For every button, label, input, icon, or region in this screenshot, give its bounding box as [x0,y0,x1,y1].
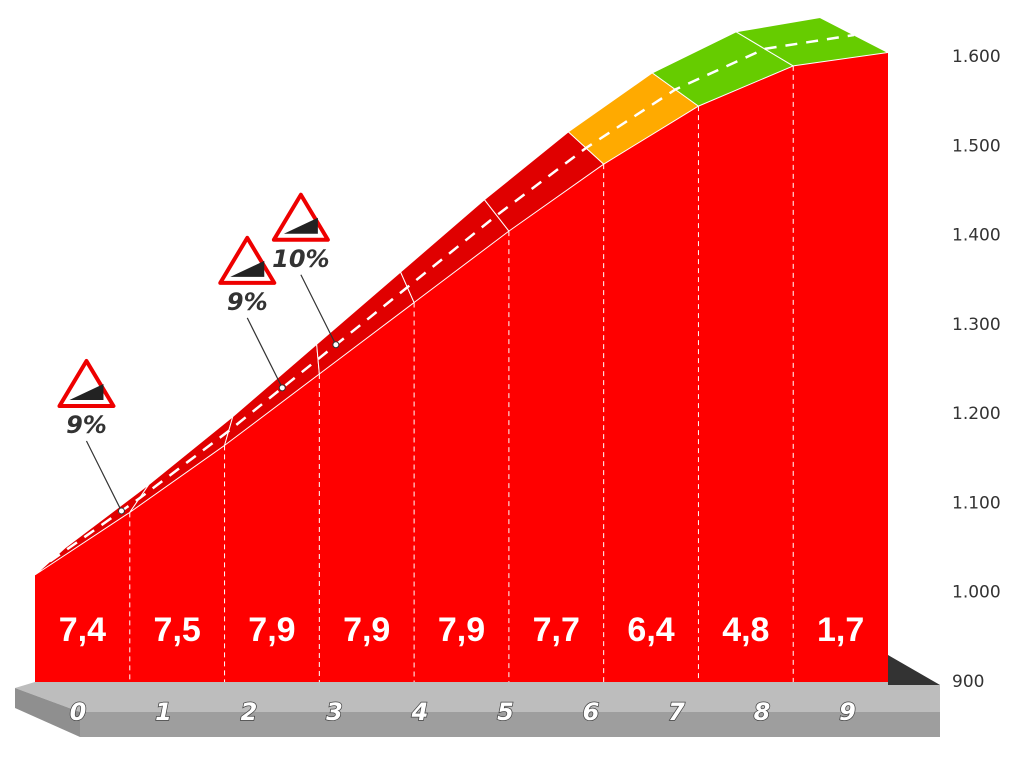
leader-dot [332,341,340,349]
y-tick-label: 1.000 [952,583,1001,603]
profile-face [35,52,888,683]
base-front [80,712,940,737]
plot: 900 1.000 1.100 1.200 1.300 1.400 1.500 1.600 0 1… [34,17,1001,727]
leader-dot [117,507,125,515]
gradient-label: 1,7 [817,611,864,649]
annotation-label: 9% [227,288,268,316]
sign-slope [230,260,265,277]
x-tick-label: 9 [839,698,856,726]
y-tick-label: 1.300 [952,315,1001,335]
x-tick-label: 3 [326,698,343,726]
x-tick-label: 2 [241,698,258,726]
y-tick-label: 1.600 [952,47,1001,67]
x-tick-label: 7 [668,698,685,726]
leader-line [246,317,283,389]
base-shadow [888,655,940,685]
gradient-label: 4,8 [722,611,769,649]
x-tick-label: 1 [155,698,172,726]
gradient-label: 7,4 [59,611,106,649]
gradient-label: 7,9 [343,611,390,649]
sign-slope [69,384,104,401]
gradient-label: 7,9 [438,611,485,649]
annotation-label: 10% [272,245,329,273]
center-line [49,33,855,563]
leader-line [300,274,337,346]
y-tick-label: 1.400 [952,226,1001,246]
gradient-label: 7,5 [154,611,201,649]
y-tick-label: 900 [952,672,984,692]
gradient-label: 7,7 [533,611,580,649]
y-tick-label: 1.500 [952,136,1001,156]
x-tick-label: 4 [411,698,429,726]
x-tick-label: 6 [583,698,600,726]
x-tick-label: 8 [754,698,771,726]
annotation-label: 9% [66,411,107,439]
y-tick-label: 1.200 [952,404,1001,424]
x-tick-label: 0 [70,698,87,726]
base-top [15,655,940,712]
leader-dot [278,384,286,392]
sign-slope [283,217,318,234]
leader-line [85,440,123,512]
y-tick-label: 1.100 [952,493,1001,513]
x-tick-label: 5 [497,698,514,726]
gradient-label: 6,4 [627,611,674,649]
base-bevel [15,688,80,737]
gradient-label: 7,9 [248,611,295,649]
